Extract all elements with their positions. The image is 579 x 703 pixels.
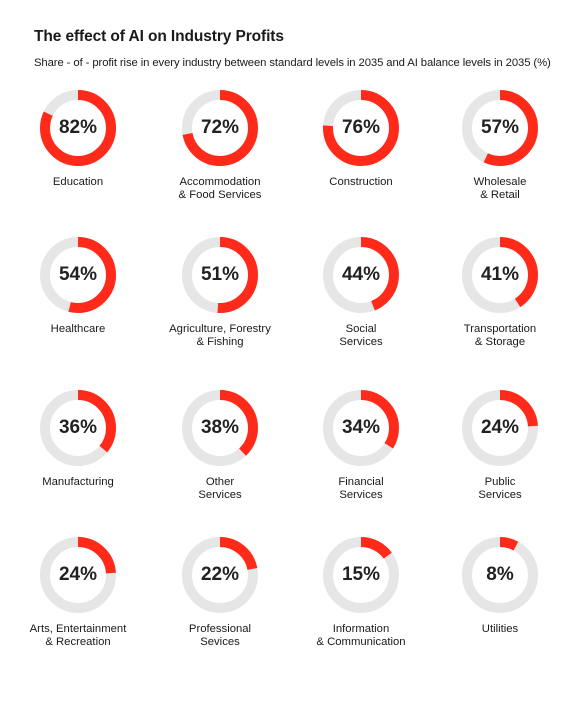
donut-category-label: Financial Services: [338, 476, 384, 501]
donut-category-label: Agriculture, Forestry & Fishing: [169, 323, 271, 348]
donut-value-label: 38%: [200, 417, 240, 438]
donut-chart: [462, 237, 538, 313]
donut-category-label: Information & Communication: [316, 623, 406, 648]
donut-item: 24% Public Services: [430, 390, 570, 510]
chart-subtitle: Share - of - profit rise in every indust…: [34, 57, 551, 69]
donut-category-label: Social Services: [339, 323, 383, 348]
donut-value-arc: [323, 537, 399, 613]
donut-item: 41% Transportation & Storage: [430, 237, 570, 357]
donut-chart: [182, 390, 258, 466]
donut-value-arc: [182, 90, 258, 166]
donut-item: 22% Professional Sevices: [150, 537, 290, 657]
donut-value-arc: [462, 237, 538, 313]
donut-item: 38% Other Services: [150, 390, 290, 510]
donut-category-label: Manufacturing: [42, 476, 114, 488]
donut-category-label: Public Services: [478, 476, 522, 501]
donut-item: 44% Social Services: [291, 237, 431, 357]
donut-value-arc: [40, 390, 116, 466]
donut-chart: [182, 237, 258, 313]
donut-item: 54% Healthcare: [8, 237, 148, 357]
donut-chart: [40, 237, 116, 313]
donut-item: 72% Accommodation & Food Services: [150, 90, 290, 210]
donut-value-label: 24%: [480, 417, 520, 438]
donut-category-label: Utilities: [481, 623, 519, 635]
donut-chart: [40, 90, 116, 166]
donut-chart: [323, 90, 399, 166]
donut-value-arc: [182, 390, 258, 466]
donut-value-arc: [40, 90, 116, 166]
donut-value-arc: [462, 537, 538, 613]
donut-value-arc: [323, 390, 399, 466]
donut-value-arc: [182, 237, 258, 313]
donut-item: 15% Information & Communication: [291, 537, 431, 657]
donut-value-label: 41%: [480, 264, 520, 285]
donut-value-label: 51%: [200, 264, 240, 285]
donut-chart: [323, 537, 399, 613]
donut-item: 82% Education: [8, 90, 148, 210]
donut-value-label: 22%: [200, 564, 240, 585]
donut-chart: [462, 90, 538, 166]
donut-value-label: 54%: [58, 264, 98, 285]
donut-value-label: 82%: [58, 117, 98, 138]
donut-item: 34% Financial Services: [291, 390, 431, 510]
donut-value-label: 44%: [341, 264, 381, 285]
chart-title: The effect of AI on Industry Profits: [34, 28, 284, 45]
donut-chart: [323, 390, 399, 466]
donut-value-label: 34%: [341, 417, 381, 438]
donut-value-arc: [323, 90, 399, 166]
donut-value-label: 15%: [341, 564, 381, 585]
donut-category-label: Arts, Entertainment & Recreation: [29, 623, 127, 648]
donut-value-label: 8%: [486, 564, 514, 585]
donut-category-label: Transportation & Storage: [463, 323, 537, 348]
donut-item: 57% Wholesale & Retail: [430, 90, 570, 210]
donut-item: 76% Construction: [291, 90, 431, 210]
donut-item: 8% Utilities: [430, 537, 570, 657]
donut-value-label: 24%: [58, 564, 98, 585]
donut-chart: [462, 537, 538, 613]
donut-value-label: 76%: [341, 117, 381, 138]
donut-item: 24% Arts, Entertainment & Recreation: [8, 537, 148, 657]
donut-category-label: Wholesale & Retail: [473, 176, 527, 201]
donut-value-label: 36%: [58, 417, 98, 438]
donut-item: 36% Manufacturing: [8, 390, 148, 510]
donut-chart: [182, 537, 258, 613]
donut-chart: [40, 390, 116, 466]
donut-value-arc: [40, 537, 116, 613]
donut-value-arc: [323, 237, 399, 313]
donut-value-arc: [182, 537, 258, 613]
donut-value-label: 57%: [480, 117, 520, 138]
donut-chart: [182, 90, 258, 166]
donut-category-label: Healthcare: [50, 323, 106, 335]
donut-chart: [40, 537, 116, 613]
donut-value-arc: [40, 237, 116, 313]
donut-category-label: Construction: [329, 176, 393, 188]
donut-category-label: Other Services: [198, 476, 242, 501]
donut-category-label: Accommodation & Food Services: [178, 176, 262, 201]
donut-value-arc: [462, 390, 538, 466]
donut-item: 51% Agriculture, Forestry & Fishing: [150, 237, 290, 357]
donut-chart: [462, 390, 538, 466]
donut-category-label: Education: [52, 176, 104, 188]
donut-category-label: Professional Sevices: [188, 623, 252, 648]
donut-value-label: 72%: [200, 117, 240, 138]
donut-chart: [323, 237, 399, 313]
donut-value-arc: [462, 90, 538, 166]
